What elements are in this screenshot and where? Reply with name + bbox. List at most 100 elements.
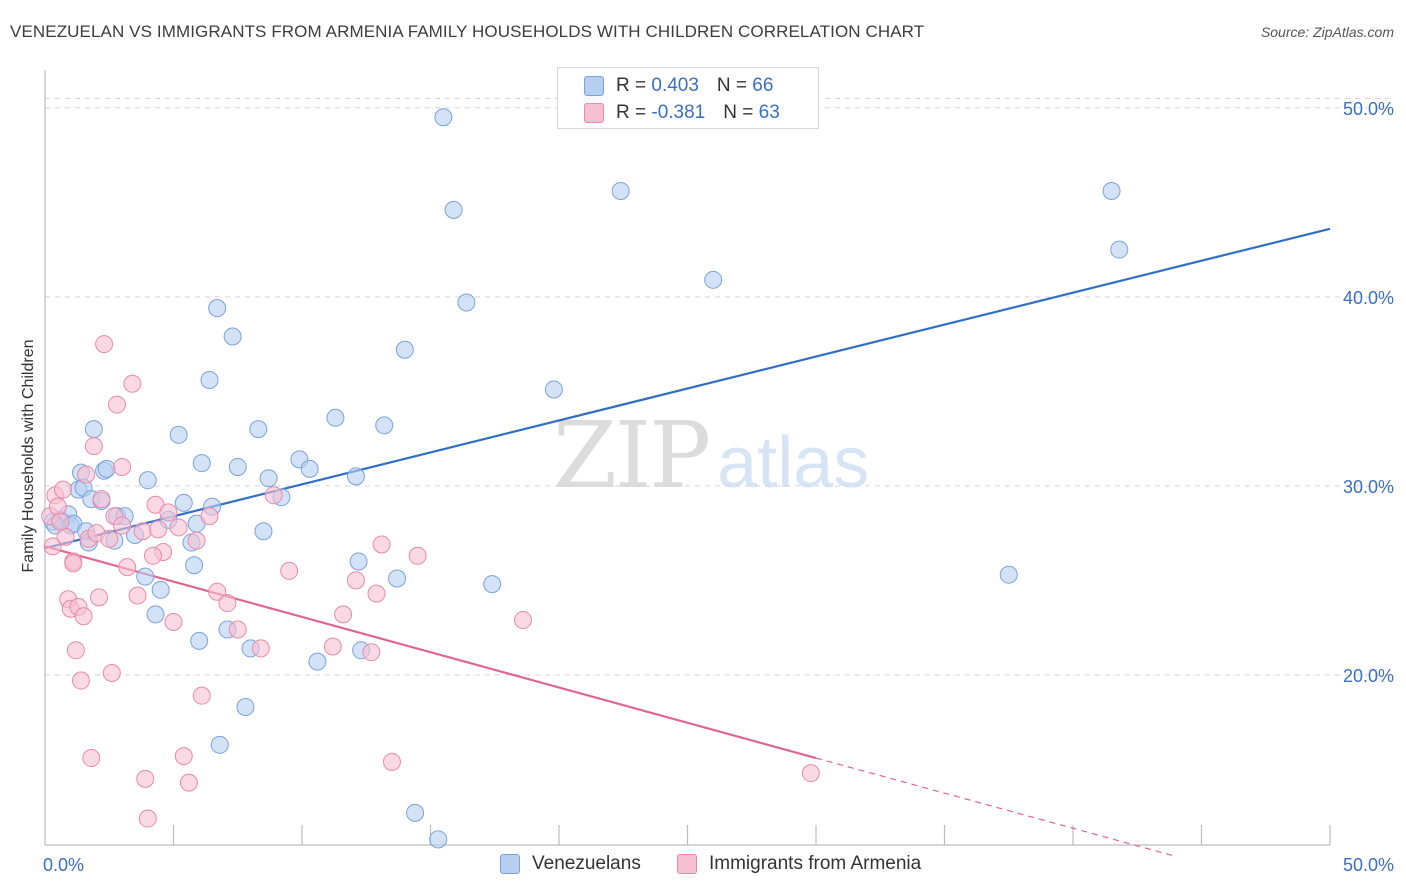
- venezuelan-point: [704, 270, 723, 289]
- venezuelan-point: [611, 181, 630, 200]
- armenia-point: [264, 486, 283, 505]
- armenia-point: [43, 537, 62, 556]
- venezuelan-point: [483, 575, 502, 594]
- armenia-point: [118, 558, 137, 577]
- venezuelan-point: [146, 605, 165, 624]
- venezuelan-point: [444, 200, 463, 219]
- venezuelan-point: [138, 471, 157, 490]
- armenia-point: [113, 516, 132, 535]
- venezuelan-point: [136, 567, 155, 586]
- armenia-point: [169, 518, 188, 537]
- armenia-point: [84, 437, 103, 456]
- armenia-trend-extension: [815, 757, 1176, 857]
- armenia-point: [192, 686, 211, 705]
- armenia-point: [159, 503, 178, 522]
- venezuelan-point: [349, 552, 368, 571]
- venezuelan-point: [210, 735, 229, 754]
- series-swatch-blue: [500, 854, 520, 874]
- legend-n-value: 63: [758, 102, 780, 123]
- legend-r-label: R =: [616, 75, 652, 96]
- venezuelan-point: [169, 425, 188, 444]
- armenia-point: [51, 512, 70, 531]
- armenia-trend-line: [44, 545, 817, 760]
- venezuelan-point: [300, 459, 319, 478]
- venezuelan-point: [174, 493, 193, 512]
- armenia-point: [208, 582, 227, 601]
- armenia-point: [48, 497, 67, 516]
- armenia-point: [334, 605, 353, 624]
- armenia-point: [164, 612, 183, 631]
- venezuelan-point: [308, 652, 327, 671]
- armenia-point: [174, 747, 193, 766]
- armenia-point: [251, 639, 270, 658]
- legend-text: R = 0.403 N = 66: [616, 73, 773, 99]
- series-label: Immigrants from Armenia: [709, 853, 922, 874]
- armenia-point: [128, 586, 147, 605]
- venezuelan-point: [192, 454, 211, 473]
- legend-swatch-pink: [584, 103, 604, 123]
- venezuelan-point: [429, 830, 448, 849]
- venezuelan-point: [84, 420, 103, 439]
- legend-n-label: N =: [723, 102, 759, 123]
- venezuelan-point: [544, 380, 563, 399]
- y-tick-label: 30.0%: [1343, 477, 1394, 497]
- trend-layer: [44, 227, 1331, 857]
- armenia-point: [149, 520, 168, 539]
- armenia-point: [514, 611, 533, 630]
- venezuelan-point: [151, 580, 170, 599]
- legend-text: R = -0.381 N = 63: [616, 100, 780, 126]
- legend-r-label: R =: [616, 102, 652, 123]
- armenia-point: [95, 335, 114, 354]
- x-tick-label: 50.0%: [1343, 855, 1394, 875]
- armenia-point: [372, 535, 391, 554]
- venezuelan-point: [236, 698, 255, 717]
- armenia-point: [123, 374, 142, 393]
- grid-layer: [45, 97, 1395, 676]
- venezuelan-point: [259, 469, 278, 488]
- venezuelan-point: [208, 299, 227, 318]
- armenia-point: [801, 764, 820, 783]
- armenia-point: [77, 465, 96, 484]
- venezuelan-point: [1102, 181, 1121, 200]
- label-layer: 20.0% 30.0% 40.0% 50.0% 0.0% 50.0%: [43, 99, 1394, 875]
- venezuelan-point: [185, 556, 204, 575]
- venezuelan-point: [223, 327, 242, 346]
- armenia-point: [100, 529, 119, 548]
- armenia-point: [346, 571, 365, 590]
- armenia-point: [56, 527, 75, 546]
- armenia-point: [362, 643, 381, 662]
- venezuelan-point: [1110, 240, 1129, 259]
- legend-n-value: 66: [752, 75, 774, 96]
- armenia-point: [89, 588, 108, 607]
- y-tick-label: 50.0%: [1343, 99, 1394, 119]
- axis-layer: [44, 70, 1331, 846]
- venezuelan-point: [434, 108, 453, 127]
- armenia-point: [53, 480, 72, 499]
- venezuelan-point: [999, 565, 1018, 584]
- armenia-point: [82, 749, 101, 768]
- y-tick-label: 20.0%: [1343, 666, 1394, 686]
- legend-swatch-blue: [584, 76, 604, 96]
- legend-r-value: 0.403: [651, 75, 699, 96]
- series-label: Venezuelans: [532, 853, 641, 874]
- venezuelan-point: [388, 569, 407, 588]
- armenia-point: [280, 561, 299, 580]
- chart-source: Source: ZipAtlas.com: [1260, 24, 1394, 40]
- armenia-point: [102, 663, 121, 682]
- armenia-point: [107, 395, 126, 414]
- armenia-point: [133, 522, 152, 541]
- armenia-point: [64, 554, 83, 573]
- armenia-point: [367, 584, 386, 603]
- venezuelan-point: [228, 457, 247, 476]
- venezuelan-point: [346, 467, 365, 486]
- armenia-point: [74, 607, 93, 626]
- legend-n-label: N =: [716, 75, 753, 96]
- armenia-point: [179, 773, 198, 792]
- venezuelan-point: [375, 416, 394, 435]
- armenia-point: [113, 457, 132, 476]
- venezuelan-point: [457, 293, 476, 312]
- venezuelan-point: [97, 459, 116, 478]
- legend-r-value: -0.381: [651, 102, 706, 123]
- venezuelan-point: [254, 522, 273, 541]
